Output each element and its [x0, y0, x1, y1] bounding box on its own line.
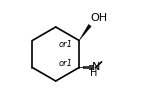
- Text: OH: OH: [90, 13, 108, 23]
- Text: N: N: [92, 63, 100, 72]
- Text: H: H: [90, 68, 97, 78]
- Text: or1: or1: [59, 59, 73, 68]
- Text: or1: or1: [59, 40, 73, 49]
- Polygon shape: [79, 24, 91, 40]
